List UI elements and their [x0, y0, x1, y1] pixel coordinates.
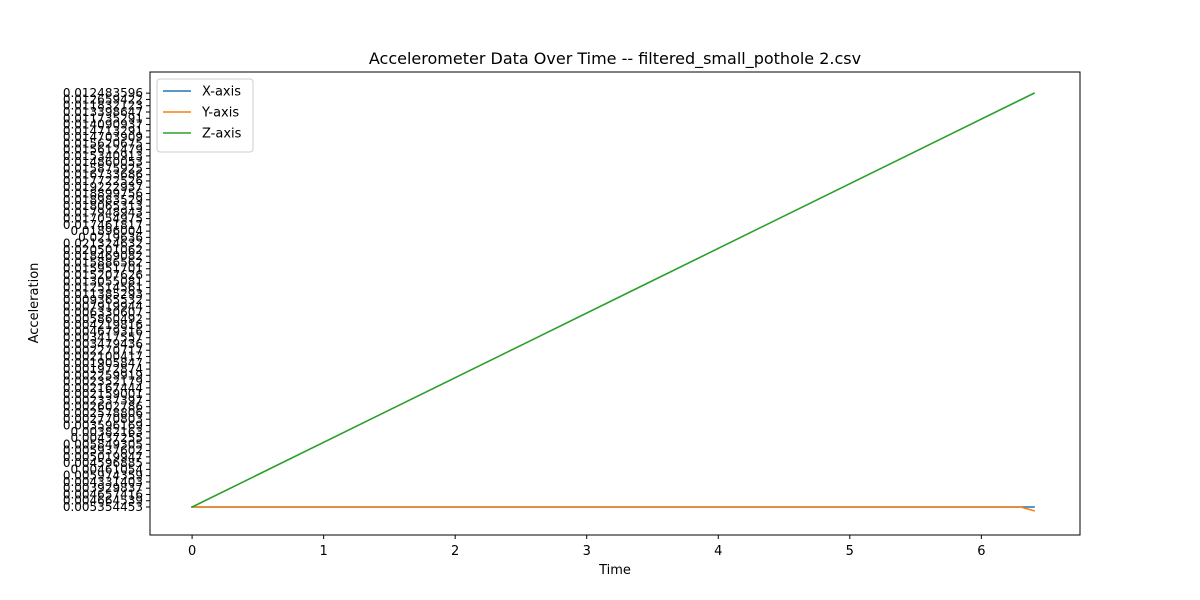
y-tick-label: 0.017948943 [63, 205, 143, 219]
x-tick-label: 1 [319, 544, 327, 559]
y-tick-label: 0.014090937 [63, 118, 143, 132]
y-tick-label: 0.018469082 [63, 249, 143, 263]
y-tick-label: 0.004657416 [63, 487, 143, 501]
y-axis-ticks: 0.0053544530.0046645390.0046574160.00392… [63, 86, 150, 514]
series-line-z-axis [191, 92, 1036, 509]
x-tick-label: 3 [583, 544, 591, 559]
y-tick-label: 0.020501062 [63, 243, 143, 257]
y-tick-label: 0.004664539 [63, 494, 143, 508]
y-tick-label: 0.002270717 [63, 343, 143, 357]
y-tick-label: 0.012483596 [63, 86, 143, 100]
y-tick-label: 0.002770803 [63, 412, 143, 426]
y-tick-label: 0.004679316 [63, 324, 143, 338]
y-tick-label: 0.003417557 [63, 331, 143, 345]
y-tick-label: 0.002167444 [63, 381, 143, 395]
y-tick-label: 0.016733686 [63, 168, 143, 182]
y-tick-label: 0.017054975 [63, 212, 143, 226]
y-tick-label: 0.005974359 [63, 469, 143, 483]
x-tick-label: 0 [188, 544, 196, 559]
series-lines [191, 92, 1036, 512]
y-tick-label: 0.00382163 [70, 425, 143, 439]
y-tick-label: 0.005860492 [63, 312, 143, 326]
y-tick-label: 0.015886562 [63, 255, 143, 269]
legend-label-y-axis: Y-axis [201, 106, 239, 121]
y-tick-label: 0.003929837 [63, 481, 143, 495]
y-tick-label: 0.004219816 [63, 318, 143, 332]
y-tick-label: 0.013055081 [63, 274, 143, 288]
y-tick-label: 0.015612479 [63, 143, 143, 157]
y-tick-label: 0.002100417 [63, 350, 143, 364]
axes-frame [149, 71, 1081, 536]
y-tick-label: 0.011385293 [63, 287, 143, 301]
x-tick-label: 5 [846, 544, 854, 559]
y-tick-label: 0.005019947 [63, 450, 143, 464]
y-tick-label: 0.00437255 [70, 431, 143, 445]
y-tick-label: 0.004596885 [63, 456, 143, 470]
legend: X-axis Y-axis Z-axis [156, 78, 254, 153]
y-tick-label: 0.007919944 [63, 299, 143, 313]
y-tick-label: 0.015951701 [63, 262, 143, 276]
y-tick-label: 0.002578806 [63, 406, 143, 420]
legend-label-x-axis: X-axis [202, 85, 241, 100]
y-tick-label: 0.018065313 [63, 199, 143, 213]
y-tick-label: 0.00461054 [70, 462, 143, 476]
x-tick-label: 2 [451, 544, 459, 559]
y-tick-label: 0.001972874 [63, 362, 143, 376]
y-tick-label: 0.005937602 [63, 444, 143, 458]
y-tick-label: 0.005849305 [63, 437, 143, 451]
y-tick-label: 0.005354453 [63, 500, 143, 514]
y-axis-label: Acceleration [27, 263, 42, 344]
chart-title: Accelerometer Data Over Time -- filtered… [369, 49, 861, 69]
x-tick-label: 4 [714, 544, 722, 559]
y-tick-label: 0.003479436 [63, 337, 143, 351]
y-tick-label: 0.014860053 [63, 155, 143, 169]
y-tick-label: 0.001905847 [63, 356, 143, 370]
y-tick-label: 0.019222937 [63, 180, 143, 194]
y-tick-label: 0.003596169 [63, 418, 143, 432]
y-tick-label: 0.017461817 [63, 218, 143, 232]
y-tick-label: 0.015340913 [63, 149, 143, 163]
x-axis-ticks: 0 1 2 3 4 5 6 [188, 535, 985, 559]
y-tick-label: 0.01896004 [70, 224, 143, 238]
series-line-y-axis [191, 506, 1035, 512]
y-tick-label: 0.002259919 [63, 368, 143, 382]
y-tick-label: 0.002159001 [63, 387, 143, 401]
y-tick-label: 0.018899756 [63, 187, 143, 201]
y-tick-label: 0.009365532 [63, 293, 143, 307]
y-tick-label: 0.014713291 [63, 124, 143, 138]
y-tick-label: 0.012514561 [63, 281, 143, 295]
y-tick-label: 0.015620675 [63, 136, 143, 150]
y-tick-label: 0.021324632 [63, 237, 143, 251]
y-tick-label: 0.006330607 [63, 306, 143, 320]
y-tick-label: 0.013398647 [63, 105, 143, 119]
y-tick-label: 0.015875925 [63, 161, 143, 175]
y-tick-label: 0.011735291 [63, 111, 143, 125]
y-tick-label: 0.014703909 [63, 130, 143, 144]
legend-label-z-axis: Z-axis [202, 127, 242, 142]
y-tick-label: 0.017722526 [63, 174, 143, 188]
y-tick-label: 0.015207626 [63, 268, 143, 282]
y-tick-label: 0.018983529 [63, 193, 143, 207]
x-axis-label: Time [598, 563, 631, 578]
y-tick-label: 0.004331403 [63, 475, 143, 489]
y-tick-label: 0.002352179 [63, 375, 143, 389]
y-tick-label: 0.002337397 [63, 393, 143, 407]
x-tick-label: 6 [977, 544, 985, 559]
y-tick-label: 0.0219636 [78, 230, 143, 244]
y-tick-label: 0.002602786 [63, 400, 143, 414]
y-tick-label: 0.011832123 [63, 99, 143, 113]
y-tick-label: 0.012659422 [63, 92, 143, 106]
